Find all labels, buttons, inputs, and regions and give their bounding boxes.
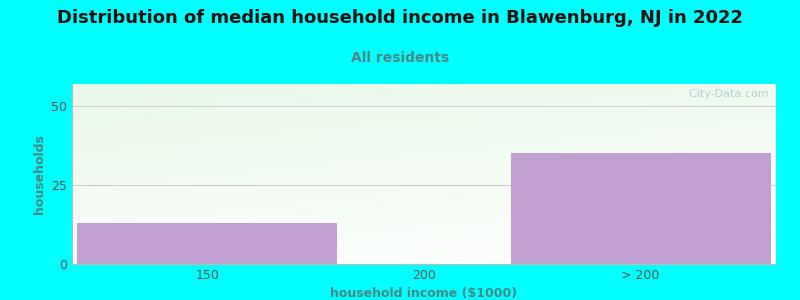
- X-axis label: household income ($1000): household income ($1000): [330, 287, 518, 300]
- Text: City-Data.com: City-Data.com: [682, 89, 769, 99]
- Text: Distribution of median household income in Blawenburg, NJ in 2022: Distribution of median household income …: [57, 9, 743, 27]
- Text: All residents: All residents: [351, 51, 449, 65]
- Bar: [78, 223, 338, 264]
- Y-axis label: households: households: [33, 134, 46, 214]
- Bar: [510, 154, 770, 264]
